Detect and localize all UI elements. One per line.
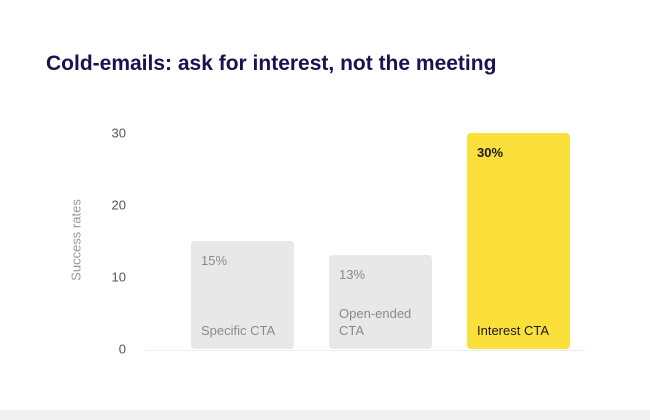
- category-label: Open-ended CTA: [339, 306, 412, 338]
- value-label: 13%: [339, 267, 366, 283]
- bar: [467, 133, 570, 349]
- category-label: Interest CTA: [477, 323, 550, 338]
- card: Cold-emails: ask for interest, not the m…: [0, 0, 650, 410]
- y-tick-label: 30: [111, 125, 126, 141]
- bar: [329, 255, 432, 349]
- category-label: Specific CTA: [201, 323, 276, 338]
- bar: [191, 241, 294, 349]
- y-tick-label: 10: [111, 269, 126, 285]
- baseline: [145, 350, 585, 351]
- y-tick-label: 0: [118, 341, 126, 357]
- value-label: 30%: [477, 145, 504, 160]
- y-axis-label: Success rates: [68, 199, 84, 281]
- chart-title: Cold-emails: ask for interest, not the m…: [46, 52, 497, 75]
- y-tick-label: 20: [111, 197, 126, 213]
- value-label: 15%: [201, 253, 228, 268]
